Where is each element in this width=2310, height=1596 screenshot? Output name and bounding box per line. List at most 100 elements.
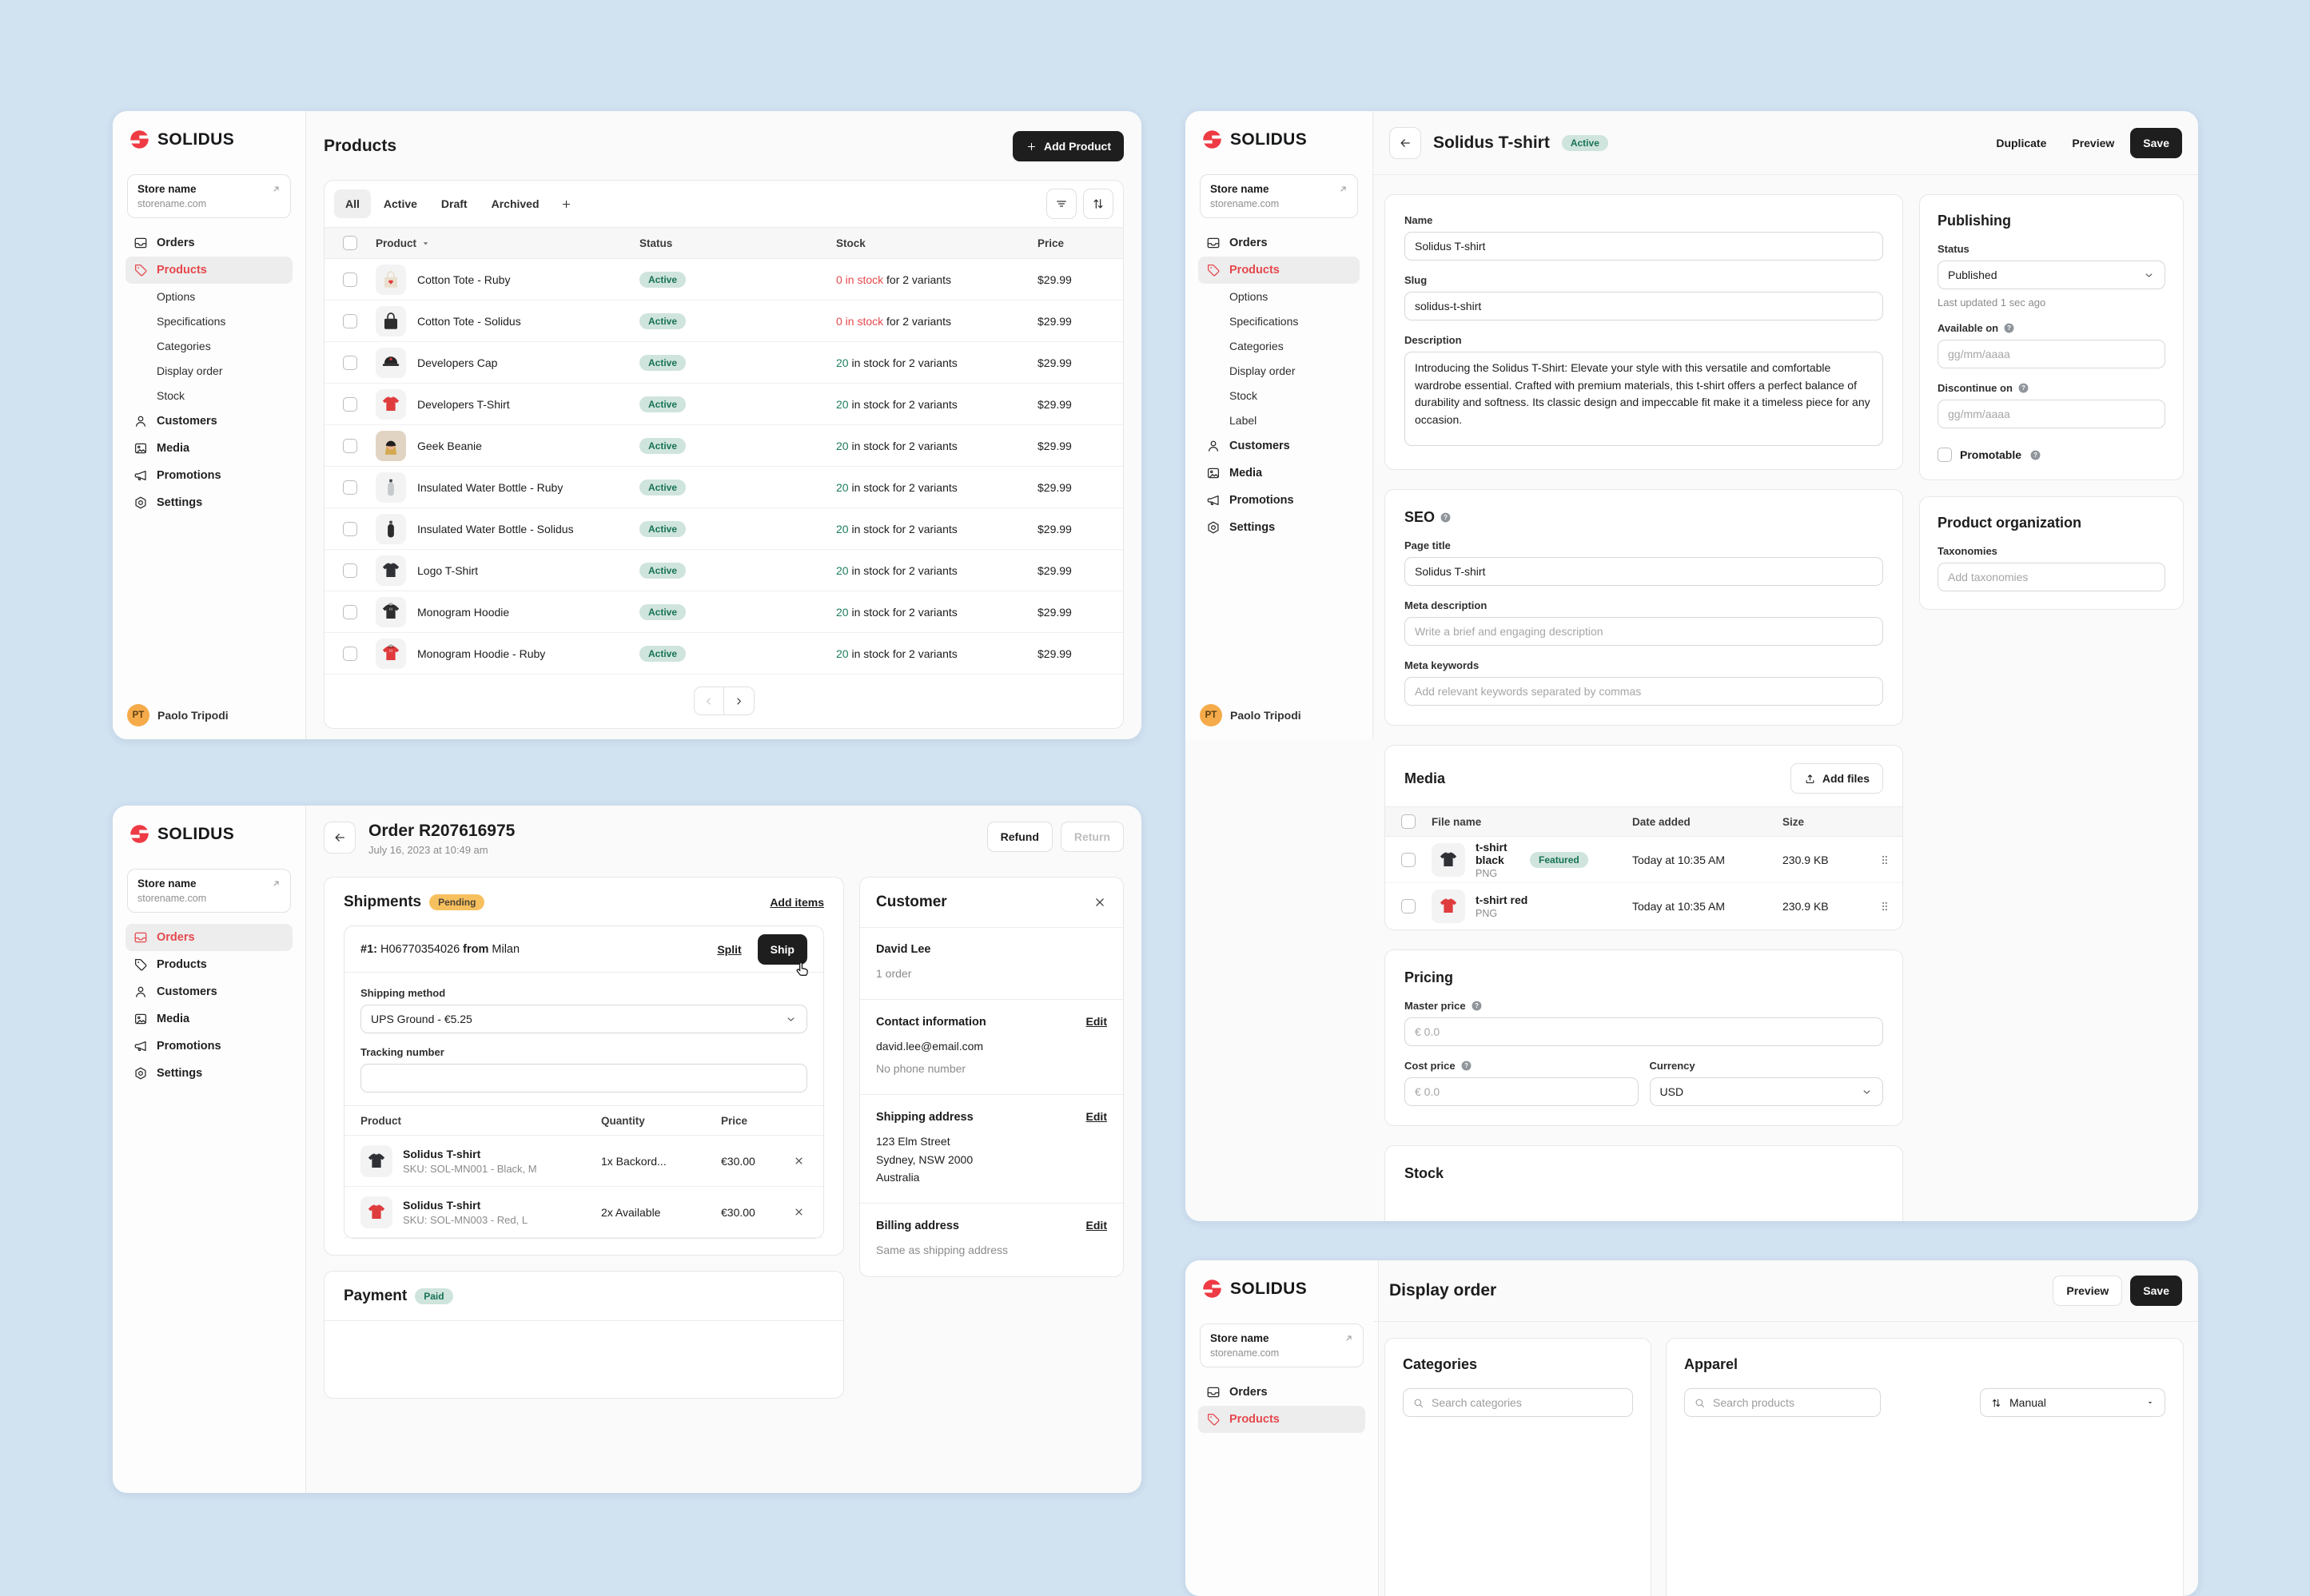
edit-shipping-address-link[interactable]: Edit [1085, 1110, 1107, 1124]
taxonomies-input[interactable] [1938, 563, 2165, 591]
product-cell[interactable]: Developers T-Shirt [376, 388, 639, 420]
promotable-checkbox[interactable] [1938, 448, 1953, 462]
back-button[interactable] [324, 822, 356, 854]
sidebar-item-products[interactable]: Products [1198, 257, 1360, 284]
tab[interactable]: All [334, 189, 371, 218]
product-cell[interactable]: Insulated Water Bottle - Solidus [376, 513, 639, 544]
product-cell[interactable]: Insulated Water Bottle - Ruby [376, 472, 639, 503]
remove-item-button[interactable] [793, 1206, 823, 1218]
drag-handle-icon[interactable] [1867, 853, 1902, 867]
sidebar-item-products[interactable]: Products [125, 951, 293, 978]
store-switcher[interactable]: Store name storename.com [127, 869, 291, 913]
row-checkbox[interactable] [343, 313, 357, 328]
add-tab-button[interactable] [552, 190, 580, 218]
file-name[interactable]: t-shirt black [1476, 840, 1507, 866]
meta-keywords-input[interactable] [1404, 677, 1884, 706]
sidebar-item-customers[interactable]: Customers [1198, 432, 1360, 460]
sidebar-item-media[interactable]: Media [125, 435, 293, 462]
product-cell[interactable]: Monogram Hoodie - Ruby [376, 638, 639, 669]
product-cell[interactable]: Logo T-Shirt [376, 555, 639, 586]
sidebar-item-media[interactable]: Media [1198, 460, 1360, 487]
sidebar-item-customers[interactable]: Customers [125, 408, 293, 435]
sidebar-subitem[interactable]: Specifications [157, 314, 226, 328]
shipping-method-select[interactable]: UPS Ground - €5.25 [360, 1005, 807, 1033]
help-icon[interactable] [2029, 449, 2041, 461]
item-name[interactable]: Solidus T-shirt [403, 1198, 481, 1212]
product-cell[interactable]: Developers Cap [376, 347, 639, 378]
sidebar-item-promotions[interactable]: Promotions [1198, 487, 1360, 514]
row-checkbox[interactable] [343, 646, 357, 661]
sidebar-item-settings[interactable]: Settings [1198, 514, 1360, 541]
row-checkbox[interactable] [343, 438, 357, 453]
table-row[interactable]: Insulated Water Bottle - Solidus Active … [325, 508, 1123, 550]
tab[interactable]: Active [383, 197, 417, 210]
duplicate-button[interactable]: Duplicate [1986, 128, 2056, 158]
add-files-button[interactable]: Add files [1790, 763, 1884, 794]
sidebar-item-promotions[interactable]: Promotions [125, 1033, 293, 1060]
table-row[interactable]: Logo T-Shirt Active 20 in stock for 2 va… [325, 550, 1123, 591]
help-icon[interactable] [1440, 511, 1452, 523]
table-row[interactable]: Cotton Tote - Solidus Active 0 in stock … [325, 300, 1123, 342]
close-customer-button[interactable] [1093, 895, 1107, 909]
add-items-link[interactable]: Add items [770, 896, 824, 909]
meta-description-input[interactable] [1404, 617, 1884, 646]
row-checkbox[interactable] [343, 604, 357, 619]
file-name[interactable]: t-shirt red [1476, 894, 1528, 906]
sidebar-subitem[interactable]: Display order [1229, 364, 1296, 377]
help-icon[interactable] [1471, 1000, 1483, 1012]
sidebar-item-customers[interactable]: Customers [125, 978, 293, 1005]
sort-mode-select[interactable]: Manual [1980, 1388, 2165, 1417]
discontinue-on-input[interactable] [1938, 400, 2165, 428]
refund-button[interactable]: Refund [986, 822, 1053, 852]
search-products-input[interactable]: Search products [1684, 1388, 1881, 1417]
currency-select[interactable]: USD [1649, 1077, 1884, 1106]
row-checkbox[interactable] [343, 563, 357, 578]
sidebar-subitem[interactable]: Label [1229, 413, 1257, 427]
add-product-button[interactable]: Add Product [1013, 131, 1124, 161]
remove-item-button[interactable] [793, 1155, 823, 1167]
user-menu[interactable]: PT Paolo Tripodi [127, 704, 229, 726]
row-checkbox[interactable] [343, 521, 357, 536]
sidebar-subitem[interactable]: Categories [1229, 339, 1284, 352]
product-cell[interactable]: Cotton Tote - Ruby [376, 264, 639, 295]
sidebar-item-orders[interactable]: Orders [125, 924, 293, 951]
row-checkbox[interactable] [343, 480, 357, 495]
row-checkbox[interactable] [343, 355, 357, 370]
edit-billing-address-link[interactable]: Edit [1085, 1219, 1107, 1232]
row-checkbox[interactable] [1401, 899, 1416, 913]
sidebar-subitem[interactable]: Categories [157, 339, 211, 352]
product-cell[interactable]: Cotton Tote - Solidus [376, 305, 639, 336]
store-switcher[interactable]: Store name storename.com [1200, 1323, 1364, 1367]
available-on-input[interactable] [1938, 340, 2165, 368]
product-cell[interactable]: Monogram Hoodie [376, 596, 639, 627]
edit-contact-link[interactable]: Edit [1085, 1015, 1107, 1029]
help-icon[interactable] [1460, 1060, 1472, 1072]
ship-button[interactable]: Ship [757, 933, 807, 965]
save-button[interactable]: Save [2130, 127, 2182, 158]
table-row[interactable]: Cotton Tote - Ruby Active 0 in stock for… [325, 259, 1123, 300]
page-title-input[interactable] [1404, 557, 1884, 586]
sort-button[interactable] [1083, 189, 1113, 219]
column-header-product[interactable]: Product [376, 237, 639, 249]
sidebar-item-media[interactable]: Media [125, 1005, 293, 1033]
return-button[interactable]: Return [1060, 822, 1124, 852]
status-select[interactable]: Published [1938, 261, 2165, 289]
drag-handle-icon[interactable] [1867, 899, 1902, 913]
name-input[interactable] [1404, 232, 1884, 261]
sidebar-subitem[interactable]: Specifications [1229, 314, 1299, 328]
sidebar-item-settings[interactable]: Settings [125, 1060, 293, 1087]
split-link[interactable]: Split [717, 942, 742, 956]
sidebar-item-products[interactable]: Products [1198, 1406, 1365, 1433]
table-row[interactable]: Developers Cap Active 20 in stock for 2 … [325, 342, 1123, 384]
table-row[interactable]: Insulated Water Bottle - Ruby Active 20 … [325, 467, 1123, 508]
store-switcher[interactable]: Store name storename.com [127, 174, 291, 218]
row-checkbox[interactable] [343, 272, 357, 287]
item-name[interactable]: Solidus T-shirt [403, 1147, 481, 1160]
table-row[interactable]: Geek Beanie Active 20 in stock for 2 var… [325, 425, 1123, 467]
preview-button[interactable]: Preview [2053, 1276, 2123, 1306]
search-categories-input[interactable]: Search categories [1403, 1388, 1633, 1417]
sidebar-item-promotions[interactable]: Promotions [125, 462, 293, 489]
sidebar-subitem[interactable]: Options [157, 289, 196, 303]
customer-name[interactable]: David Lee [876, 943, 931, 956]
cost-price-input[interactable] [1404, 1077, 1639, 1106]
